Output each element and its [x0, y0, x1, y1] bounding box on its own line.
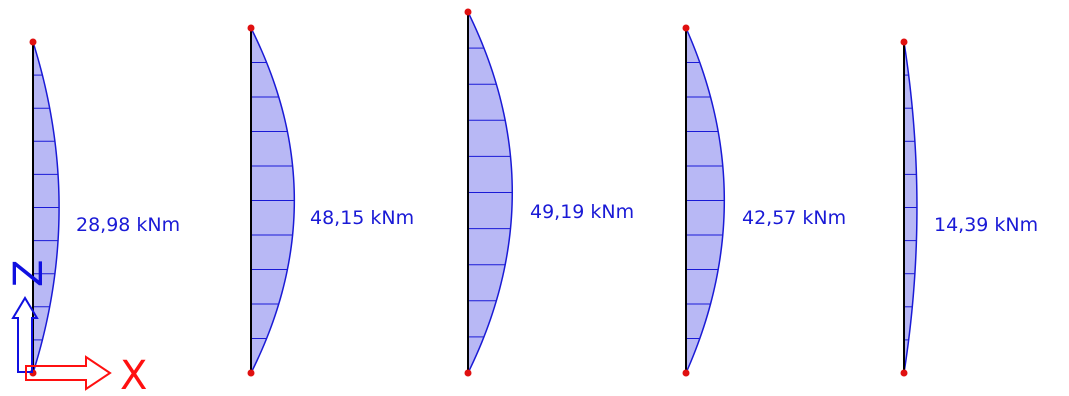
node-top-4	[683, 25, 690, 32]
coordinate-axes: Z X	[6, 260, 147, 396]
node-bottom-3	[465, 370, 472, 377]
member-1: 28,98 kNm	[30, 39, 181, 377]
member-3: 49,19 kNm	[465, 9, 635, 377]
x-axis-arrow	[26, 357, 110, 389]
moment-label-1: 28,98 kNm	[76, 214, 180, 236]
member-2: 48,15 kNm	[248, 25, 415, 377]
z-axis-label: Z	[6, 260, 52, 287]
moment-label-2: 48,15 kNm	[310, 207, 414, 229]
node-bottom-4	[683, 370, 690, 377]
moment-label-3: 49,19 kNm	[530, 201, 634, 223]
member-4: 42,57 kNm	[683, 25, 847, 377]
node-bottom-2	[248, 370, 255, 377]
moment-label-5: 14,39 kNm	[934, 214, 1038, 236]
node-top-5	[901, 39, 908, 46]
moment-label-4: 42,57 kNm	[742, 207, 846, 229]
member-5: 14,39 kNm	[901, 39, 1039, 377]
x-axis-label: X	[120, 353, 147, 396]
node-bottom-5	[901, 370, 908, 377]
node-top-3	[465, 9, 472, 16]
node-top-2	[248, 25, 255, 32]
node-top-1	[30, 39, 37, 46]
